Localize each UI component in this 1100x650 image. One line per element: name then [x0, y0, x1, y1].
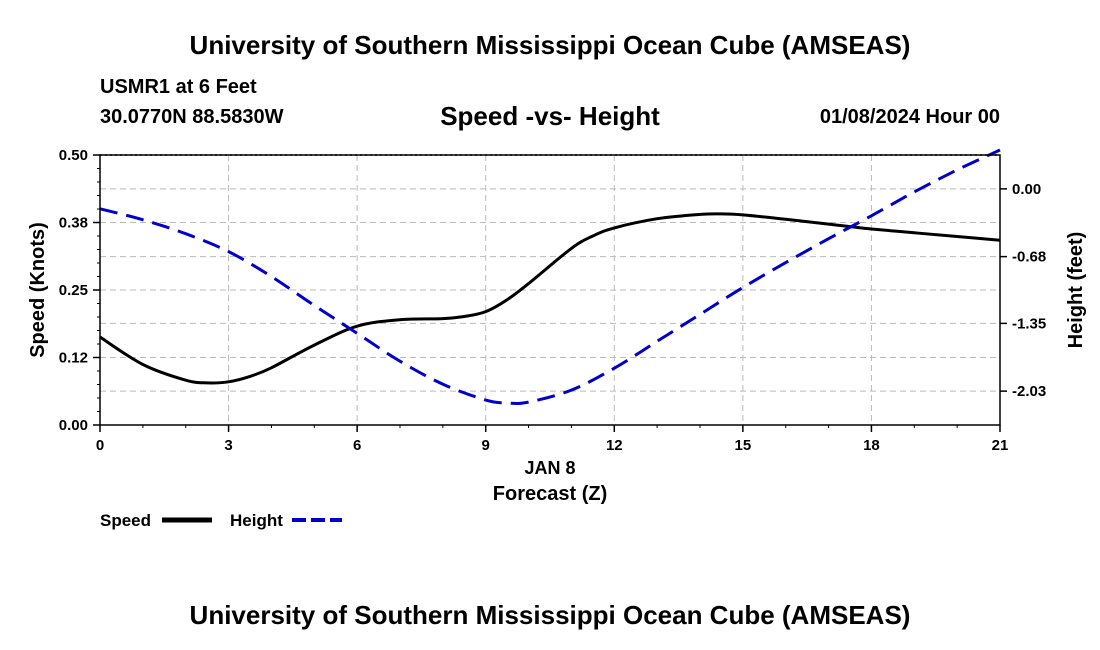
forecast-datetime: 01/08/2024 Hour 00	[819, 106, 1000, 128]
x-tick-label: 3	[224, 437, 232, 454]
y-left-tick-label: 0.38	[59, 215, 88, 232]
x-tick-label: 18	[863, 437, 880, 454]
x-tick-label: 0	[96, 437, 104, 454]
series-line-height	[99, 148, 1001, 405]
y-right-tick-label: 0.00	[1012, 181, 1041, 198]
y-left-tick-label: 0.50	[59, 147, 88, 164]
y-axis-right-title: Height (feet)	[1065, 232, 1087, 349]
legend-label-speed: Speed	[100, 511, 151, 530]
legend-label-height: Height	[230, 511, 283, 530]
x-tick-label: 12	[606, 437, 623, 454]
legend: Speed Height	[100, 511, 342, 530]
station-label: USMR1 at 6 Feet	[100, 76, 257, 98]
x-tick-label: 15	[735, 437, 752, 454]
series-layer	[99, 148, 1001, 405]
x-tick-label: 9	[482, 437, 490, 454]
series-line-speed	[99, 212, 1001, 385]
y-right-tick-label: -1.35	[1012, 315, 1046, 332]
y-right-tick-label: -2.03	[1012, 383, 1046, 400]
station-coordinates: 30.0770N 88.5830W	[100, 106, 284, 128]
y-right-tick-label: -0.68	[1012, 249, 1046, 266]
y-left-tick-label: 0.00	[59, 417, 88, 434]
x-tick-label: 6	[353, 437, 361, 454]
y-left-tick-label: 0.25	[59, 282, 88, 299]
grid-layer	[100, 154, 1000, 425]
tick-layer: 0 3 6 9 12 15 18 21 0.00 0.12 0.25 0.38 0.50 0.00 -0.6…	[59, 147, 1046, 454]
y-left-tick-label: 0.12	[59, 350, 88, 367]
x-tick-label: 21	[992, 437, 1009, 454]
chart-title: Speed -vs- Height	[440, 101, 660, 131]
footer-title: University of Southern Mississippi Ocean…	[189, 600, 911, 630]
x-axis-title: Forecast (Z)	[493, 483, 607, 505]
page-title: University of Southern Mississippi Ocean…	[189, 30, 911, 60]
y-axis-left-title: Speed (Knots)	[27, 222, 49, 358]
x-date-label: JAN 8	[524, 458, 575, 478]
